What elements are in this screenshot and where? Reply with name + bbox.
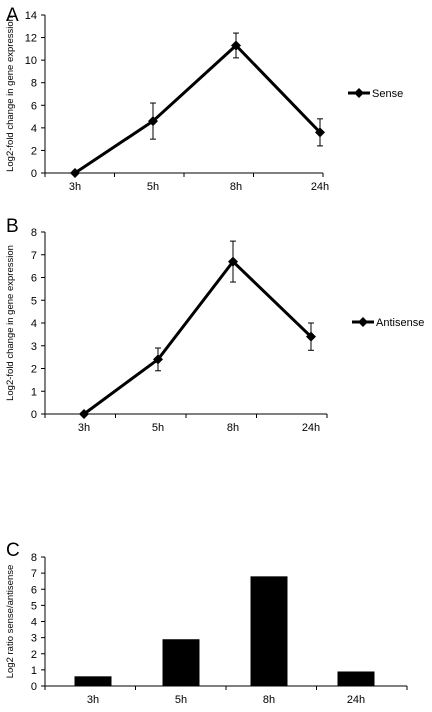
bar — [250, 576, 288, 686]
series-line — [83, 259, 313, 416]
y-tick-label: 6 — [31, 273, 37, 285]
legend-label: Sense — [372, 88, 403, 100]
panel-letter: A — [6, 5, 19, 26]
data-point-marker — [228, 256, 238, 267]
x-tick-label: 5h — [147, 181, 159, 193]
x-tick-label: 24h — [302, 422, 320, 434]
y-axis-title: Log2-fold change in gene expression — [5, 16, 16, 172]
x-tick-label: 8h — [263, 694, 275, 706]
y-tick-label: 1 — [31, 665, 37, 677]
y-tick-label: 0 — [31, 681, 37, 693]
y-tick-label: 8 — [31, 227, 37, 239]
y-tick-label: 8 — [31, 552, 37, 564]
y-tick-label: 4 — [31, 123, 37, 135]
y-tick-label: 6 — [31, 584, 37, 596]
x-tick-label: 3h — [78, 422, 90, 434]
bar — [337, 671, 375, 686]
data-point-marker — [153, 354, 163, 365]
data-point-marker — [79, 409, 89, 419]
x-tick-label: 8h — [230, 181, 242, 193]
y-tick-label: 2 — [31, 364, 37, 376]
bar — [74, 676, 112, 686]
legend-label: Antisense — [376, 317, 424, 329]
y-tick-label: 0 — [31, 168, 37, 180]
panel-letter: C — [6, 540, 20, 561]
y-tick-label: 0 — [31, 409, 37, 421]
y-tick-label: 8 — [31, 78, 37, 90]
legend-marker — [358, 317, 368, 327]
panel-letter: B — [6, 216, 19, 237]
y-tick-label: 3 — [31, 341, 37, 353]
data-point-marker — [70, 168, 80, 178]
y-tick-label: 5 — [31, 600, 37, 612]
y-tick-label: 10 — [25, 55, 37, 67]
y-tick-label: 7 — [31, 250, 37, 262]
y-tick-label: 1 — [31, 386, 37, 398]
y-tick-label: 6 — [31, 100, 37, 112]
x-tick-label: 3h — [87, 694, 99, 706]
y-axis-title: Log2 ratio sense/antisense — [5, 565, 16, 679]
panel-b: B 0 1 2 3 4 5 6 7 8 3h 5h 8h 24h Log2-fold change in g… — [5, 216, 424, 434]
panel-a: A 0 2 4 6 8 10 12 14 3h 5h 8h 24h Log2-fold change in… — [5, 5, 403, 193]
y-axis-title: Log2-fold change in gene expression — [5, 245, 16, 401]
y-tick-label: 4 — [31, 318, 37, 330]
x-tick-label: 3h — [69, 181, 81, 193]
y-tick-label: 5 — [31, 295, 37, 307]
x-tick-label: 24h — [347, 694, 365, 706]
data-point-marker — [306, 331, 316, 342]
y-tick-label: 2 — [31, 649, 37, 661]
y-tick-label: 3 — [31, 633, 37, 645]
x-tick-label: 5h — [175, 694, 187, 706]
y-tick-label: 2 — [31, 145, 37, 157]
y-tick-label: 12 — [25, 33, 37, 45]
bar — [162, 639, 200, 686]
x-tick-label: 8h — [227, 422, 239, 434]
panel-c: C 0 1 2 3 4 5 6 7 8 3h 5h 8h 24h Log2 ratio sense/anti… — [5, 540, 408, 706]
data-point-marker — [315, 127, 325, 138]
data-point-marker — [148, 116, 158, 127]
x-tick-label: 5h — [152, 422, 164, 434]
y-tick-label: 7 — [31, 568, 37, 580]
series-line — [74, 43, 322, 175]
legend-marker — [354, 88, 364, 98]
data-point-marker — [231, 40, 241, 51]
y-tick-label: 14 — [25, 10, 37, 22]
x-tick-label: 24h — [311, 181, 329, 193]
y-tick-label: 4 — [31, 617, 37, 629]
